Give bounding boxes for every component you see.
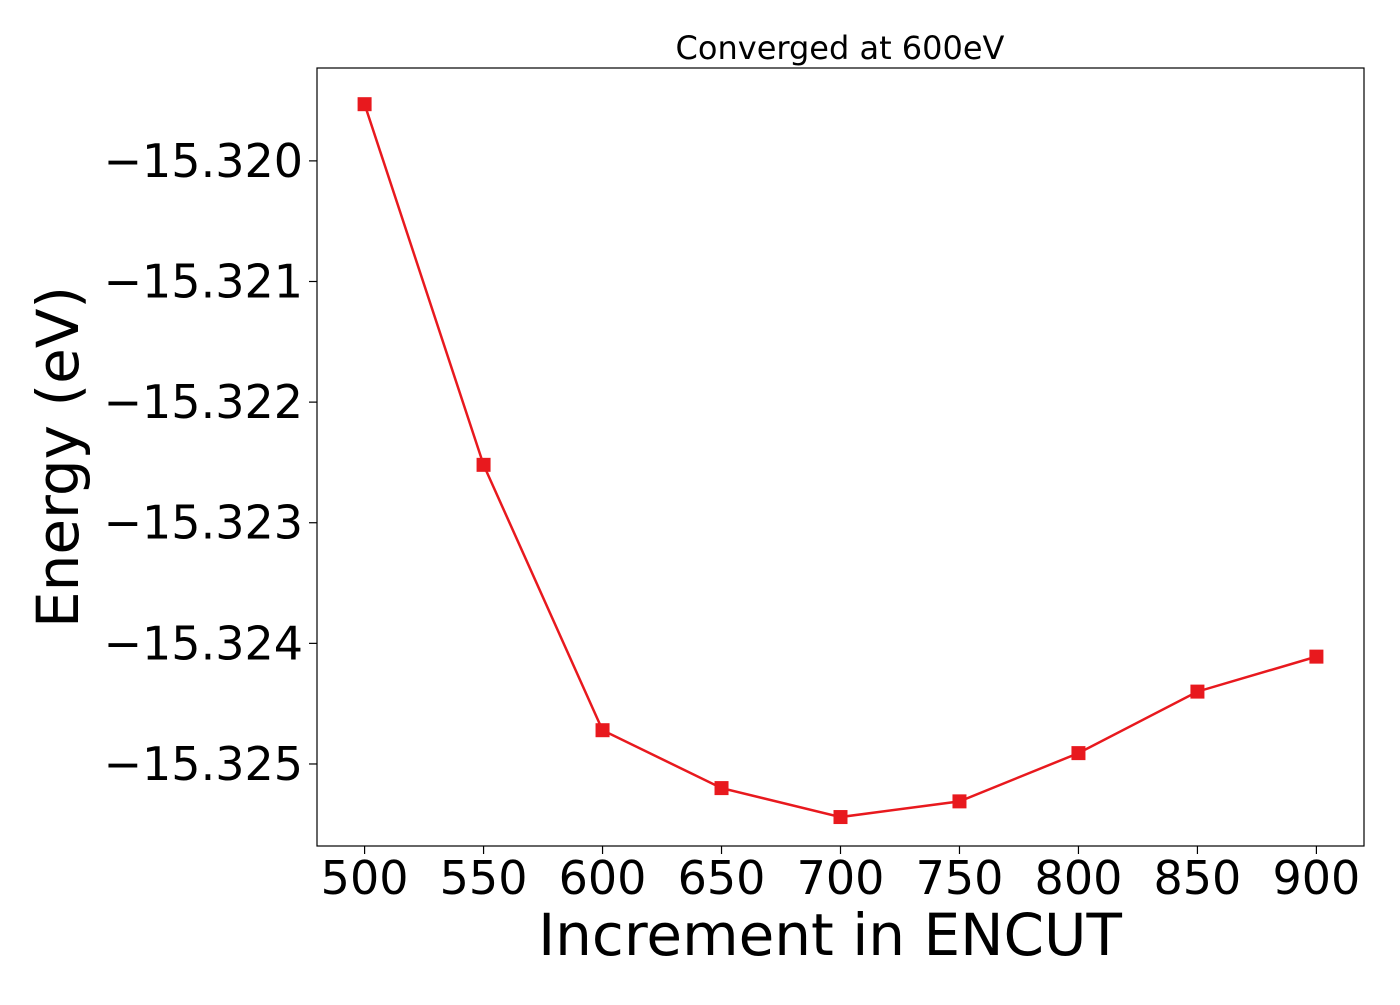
y-tick-label: −15.321 [104,254,304,308]
x-tick-label: 500 [321,851,409,905]
y-axis-ticks: −15.320 −15.321 −15.322 −15.323 −15.324 −15.3… [104,134,317,791]
series-line [363,103,1317,819]
data-point-marker [357,97,372,112]
x-tick-label: 850 [1154,851,1242,905]
x-axis-label: Increment in ENCUT [538,901,1122,969]
series-layer [357,97,1324,825]
x-tick-label: 900 [1273,851,1361,905]
data-point-marker [595,723,610,738]
data-point-marker [476,457,491,472]
x-tick-label: 700 [797,851,885,905]
y-tick-label: −15.320 [104,134,304,188]
y-axis-label: Energy (eV) [24,286,92,628]
x-axis-ticks: 500 550 600 650 700 750 800 850 900 [321,846,1361,905]
y-tick-label: −15.324 [104,616,304,670]
plot-frame [316,67,1365,847]
data-point-marker [833,810,848,825]
y-tick-label: −15.325 [104,737,304,791]
chart-title: Converged at 600eV [676,29,1005,67]
y-tick-label: −15.322 [104,375,304,429]
data-point-marker [1309,649,1324,664]
x-tick-label: 800 [1035,851,1123,905]
data-point-marker [1190,684,1205,699]
data-point-marker [952,794,967,809]
x-tick-label: 600 [559,851,647,905]
x-tick-label: 750 [916,851,1004,905]
data-point-marker [714,781,729,796]
x-tick-label: 550 [440,851,528,905]
data-point-marker [1071,746,1086,761]
y-tick-label: −15.323 [104,496,304,550]
x-tick-label: 650 [678,851,766,905]
